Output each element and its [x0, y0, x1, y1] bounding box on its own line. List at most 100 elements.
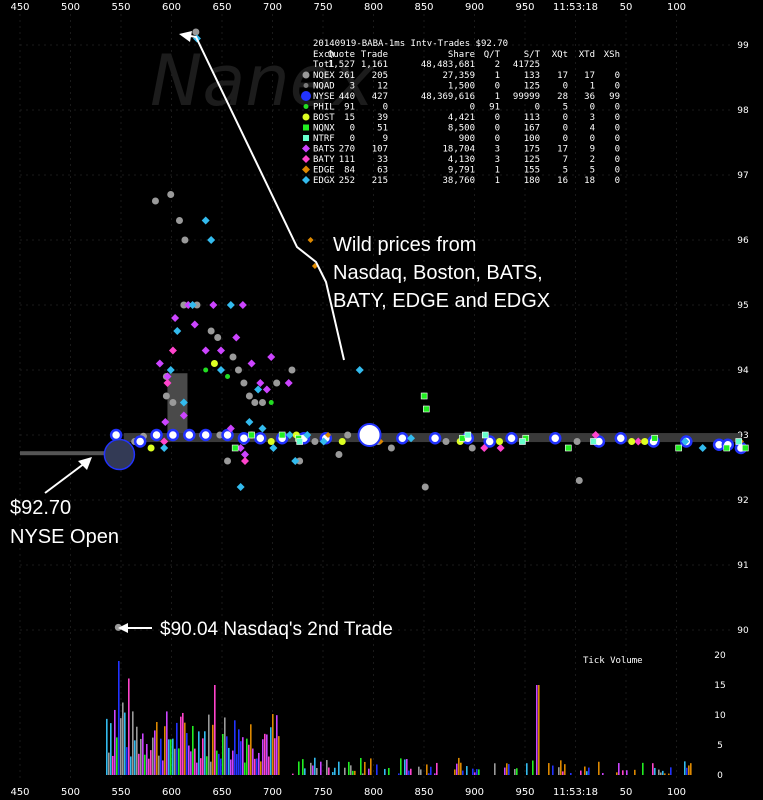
- nyse-open-marker: [103, 438, 136, 471]
- point-nqnx: [565, 444, 572, 452]
- stats-row-cell: 440: [339, 92, 355, 102]
- volume-bar: [172, 738, 174, 775]
- volume-bar: [338, 761, 340, 775]
- volume-bar: [158, 755, 160, 775]
- volume-bar: [220, 758, 222, 775]
- stats-row-cell: 111: [339, 155, 355, 165]
- stats-row-cell: 63: [377, 166, 388, 176]
- volume-bar: [538, 685, 540, 775]
- volume-bar: [352, 770, 354, 775]
- legend-marker-phil: [303, 104, 309, 109]
- stats-row-cell: 3: [590, 113, 595, 123]
- volume-bar: [258, 752, 260, 775]
- stats-row-cell: 0: [615, 124, 620, 134]
- volume-bar: [192, 725, 194, 775]
- volume-bar: [670, 767, 672, 775]
- stats-row-cell: 8,500: [448, 124, 475, 134]
- x-tick-bottom: 850: [414, 787, 433, 798]
- volume-bar: [562, 771, 564, 775]
- volume-bar: [180, 716, 182, 775]
- volume-bar: [558, 767, 560, 775]
- stats-row-cell: 51: [377, 124, 388, 134]
- stats-header-cell: Q/T: [484, 50, 501, 60]
- volume-bar: [170, 739, 172, 775]
- point-edgx: [236, 483, 245, 491]
- volume-bar: [652, 763, 654, 775]
- volume-bar: [272, 714, 274, 775]
- stats-total-cell: 2: [495, 60, 500, 70]
- stats-row-cell: NQNX: [313, 124, 335, 134]
- stats-row-cell: 33: [377, 155, 388, 165]
- volume-bar: [564, 764, 566, 775]
- point-edgx: [216, 366, 225, 374]
- point-baty: [160, 437, 169, 446]
- watermark-text: Nanex: [150, 40, 375, 122]
- volume-bar: [202, 738, 204, 775]
- stats-header-cell: XSh: [604, 50, 620, 60]
- volume-bars: [106, 661, 692, 775]
- volume-bar: [198, 731, 200, 775]
- point-nyse: [166, 428, 180, 442]
- volume-bar: [508, 764, 510, 775]
- wild-prices-line-2: Nasdaq, Boston, BATS,: [333, 262, 543, 284]
- volume-bar: [256, 758, 258, 775]
- point-bats: [284, 379, 293, 387]
- point-nyse: [548, 432, 562, 445]
- volume-bar: [142, 733, 144, 775]
- point-nyse: [237, 432, 251, 445]
- volume-bar: [302, 759, 304, 775]
- stats-row-cell: 0: [495, 124, 500, 134]
- stats-header-cell: XQt: [552, 50, 568, 60]
- stats-row-cell: 0: [615, 155, 620, 165]
- volume-bar: [326, 760, 328, 775]
- point-ntrf: [482, 431, 489, 439]
- stats-row-cell: 0: [615, 166, 620, 176]
- point-edgx: [188, 301, 197, 309]
- stats-row-cell: 2: [590, 155, 595, 165]
- point-bats: [155, 359, 164, 368]
- stats-row-cell: 5: [590, 166, 595, 176]
- stats-row-cell: 0: [470, 103, 475, 113]
- price-tick: 91: [737, 561, 748, 571]
- price-tick: 99: [737, 41, 749, 51]
- point-nqex: [192, 28, 200, 36]
- open-label: NYSE Open: [10, 526, 119, 548]
- stats-row-cell: 1: [495, 92, 500, 102]
- x-axis-bottom: 450 500 550 600 650 700 750 800 850 900 950 11:53:1…: [10, 787, 686, 798]
- volume-bar: [344, 767, 346, 775]
- volume-bar: [156, 722, 158, 775]
- volume-bar: [514, 769, 516, 775]
- stats-row-cell: 261: [339, 71, 355, 81]
- point-nyse: [150, 428, 163, 442]
- point-nqex: [167, 191, 175, 198]
- point-nyse: [396, 432, 409, 445]
- volume-tick: 15: [714, 681, 725, 691]
- volume-bar: [458, 757, 460, 775]
- point-nyse: [505, 432, 518, 445]
- x-tick-bottom: 900: [465, 787, 484, 798]
- stats-row-cell: 0: [590, 134, 595, 144]
- point-edgx: [303, 431, 312, 439]
- point-nqex: [245, 392, 253, 400]
- x-tick-bottom: 450: [10, 787, 29, 798]
- point-nqex: [296, 457, 304, 465]
- volume-bar: [472, 768, 474, 775]
- volume-bar: [200, 758, 202, 775]
- point-nyse: [428, 432, 442, 445]
- volume-title: Tick Volume: [583, 656, 643, 666]
- legend-marker-nqex: [302, 71, 310, 79]
- volume-tick: 0: [717, 771, 723, 781]
- stats-row-cell: 0: [615, 134, 620, 144]
- x-tick-top: 700: [263, 2, 282, 13]
- point-bats: [236, 444, 245, 452]
- legend-marker-nyse: [301, 91, 311, 101]
- open-arrowhead: [78, 457, 92, 470]
- point-edge: [307, 237, 314, 243]
- point-edgx: [269, 444, 278, 452]
- volume-bar: [602, 773, 604, 775]
- volume-bar: [684, 761, 686, 775]
- volume-tick: 20: [714, 651, 726, 661]
- point-nqex: [207, 327, 215, 335]
- point-nqex: [151, 197, 159, 205]
